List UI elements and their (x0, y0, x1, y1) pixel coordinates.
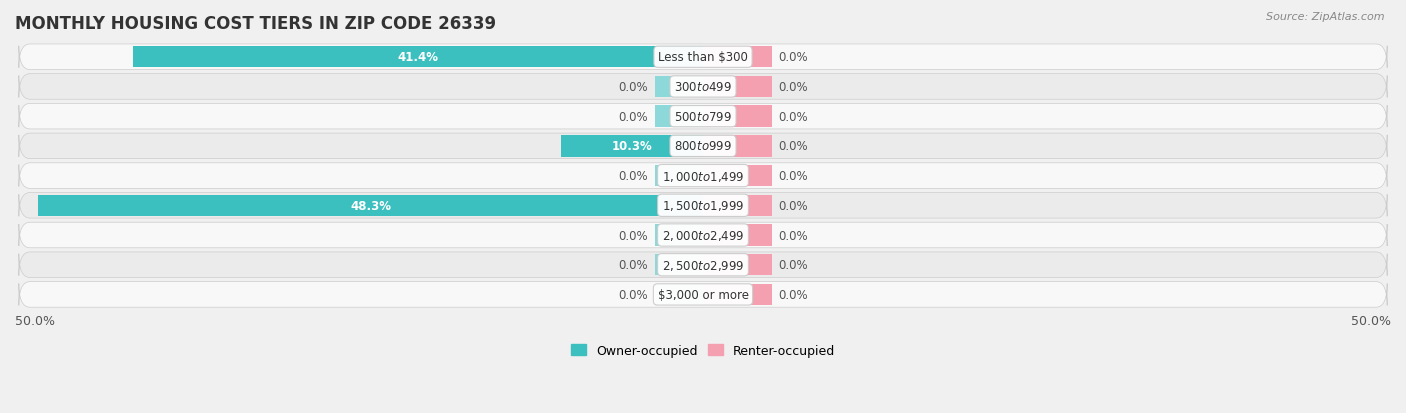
Text: Source: ZipAtlas.com: Source: ZipAtlas.com (1267, 12, 1385, 22)
Text: 50.0%: 50.0% (15, 314, 55, 327)
Text: Less than $300: Less than $300 (658, 51, 748, 64)
Text: 0.0%: 0.0% (779, 110, 808, 123)
Text: 0.0%: 0.0% (619, 110, 648, 123)
Text: 50.0%: 50.0% (1351, 314, 1391, 327)
Legend: Owner-occupied, Renter-occupied: Owner-occupied, Renter-occupied (567, 339, 839, 362)
Bar (703, 106, 772, 128)
Text: 0.0%: 0.0% (779, 140, 808, 153)
Text: $2,000 to $2,499: $2,000 to $2,499 (662, 228, 744, 242)
Text: $300 to $499: $300 to $499 (673, 81, 733, 94)
Text: $1,500 to $1,999: $1,500 to $1,999 (662, 199, 744, 213)
Text: $800 to $999: $800 to $999 (673, 140, 733, 153)
FancyBboxPatch shape (18, 252, 1388, 278)
Bar (655, 166, 703, 187)
FancyBboxPatch shape (18, 45, 1388, 70)
Bar (655, 106, 703, 128)
Text: 48.3%: 48.3% (350, 199, 391, 212)
Bar (703, 195, 772, 216)
Text: 0.0%: 0.0% (779, 199, 808, 212)
FancyBboxPatch shape (18, 282, 1388, 307)
Text: 0.0%: 0.0% (779, 81, 808, 94)
Bar (703, 76, 772, 98)
Bar (134, 47, 703, 68)
Bar (703, 254, 772, 276)
Text: 0.0%: 0.0% (619, 170, 648, 183)
Bar (703, 136, 772, 157)
Text: 0.0%: 0.0% (779, 259, 808, 272)
Text: MONTHLY HOUSING COST TIERS IN ZIP CODE 26339: MONTHLY HOUSING COST TIERS IN ZIP CODE 2… (15, 15, 496, 33)
Bar (703, 225, 772, 246)
Bar (703, 47, 772, 68)
Text: 0.0%: 0.0% (619, 288, 648, 301)
Bar (655, 284, 703, 305)
Text: $3,000 or more: $3,000 or more (658, 288, 748, 301)
FancyBboxPatch shape (18, 74, 1388, 100)
Text: $500 to $799: $500 to $799 (673, 110, 733, 123)
Bar (655, 254, 703, 276)
Bar (703, 284, 772, 305)
Bar (38, 195, 703, 216)
Text: 0.0%: 0.0% (779, 51, 808, 64)
Text: 0.0%: 0.0% (779, 170, 808, 183)
Text: $1,000 to $1,499: $1,000 to $1,499 (662, 169, 744, 183)
FancyBboxPatch shape (18, 134, 1388, 159)
Text: 0.0%: 0.0% (779, 288, 808, 301)
Text: 0.0%: 0.0% (619, 81, 648, 94)
Bar (655, 225, 703, 246)
Text: 41.4%: 41.4% (398, 51, 439, 64)
FancyBboxPatch shape (18, 223, 1388, 248)
Bar (703, 166, 772, 187)
Text: 0.0%: 0.0% (619, 229, 648, 242)
FancyBboxPatch shape (18, 104, 1388, 130)
Bar (561, 136, 703, 157)
Bar (655, 76, 703, 98)
Text: $2,500 to $2,999: $2,500 to $2,999 (662, 258, 744, 272)
FancyBboxPatch shape (18, 164, 1388, 189)
Text: 0.0%: 0.0% (779, 229, 808, 242)
FancyBboxPatch shape (18, 193, 1388, 218)
Text: 0.0%: 0.0% (619, 259, 648, 272)
Text: 10.3%: 10.3% (612, 140, 652, 153)
